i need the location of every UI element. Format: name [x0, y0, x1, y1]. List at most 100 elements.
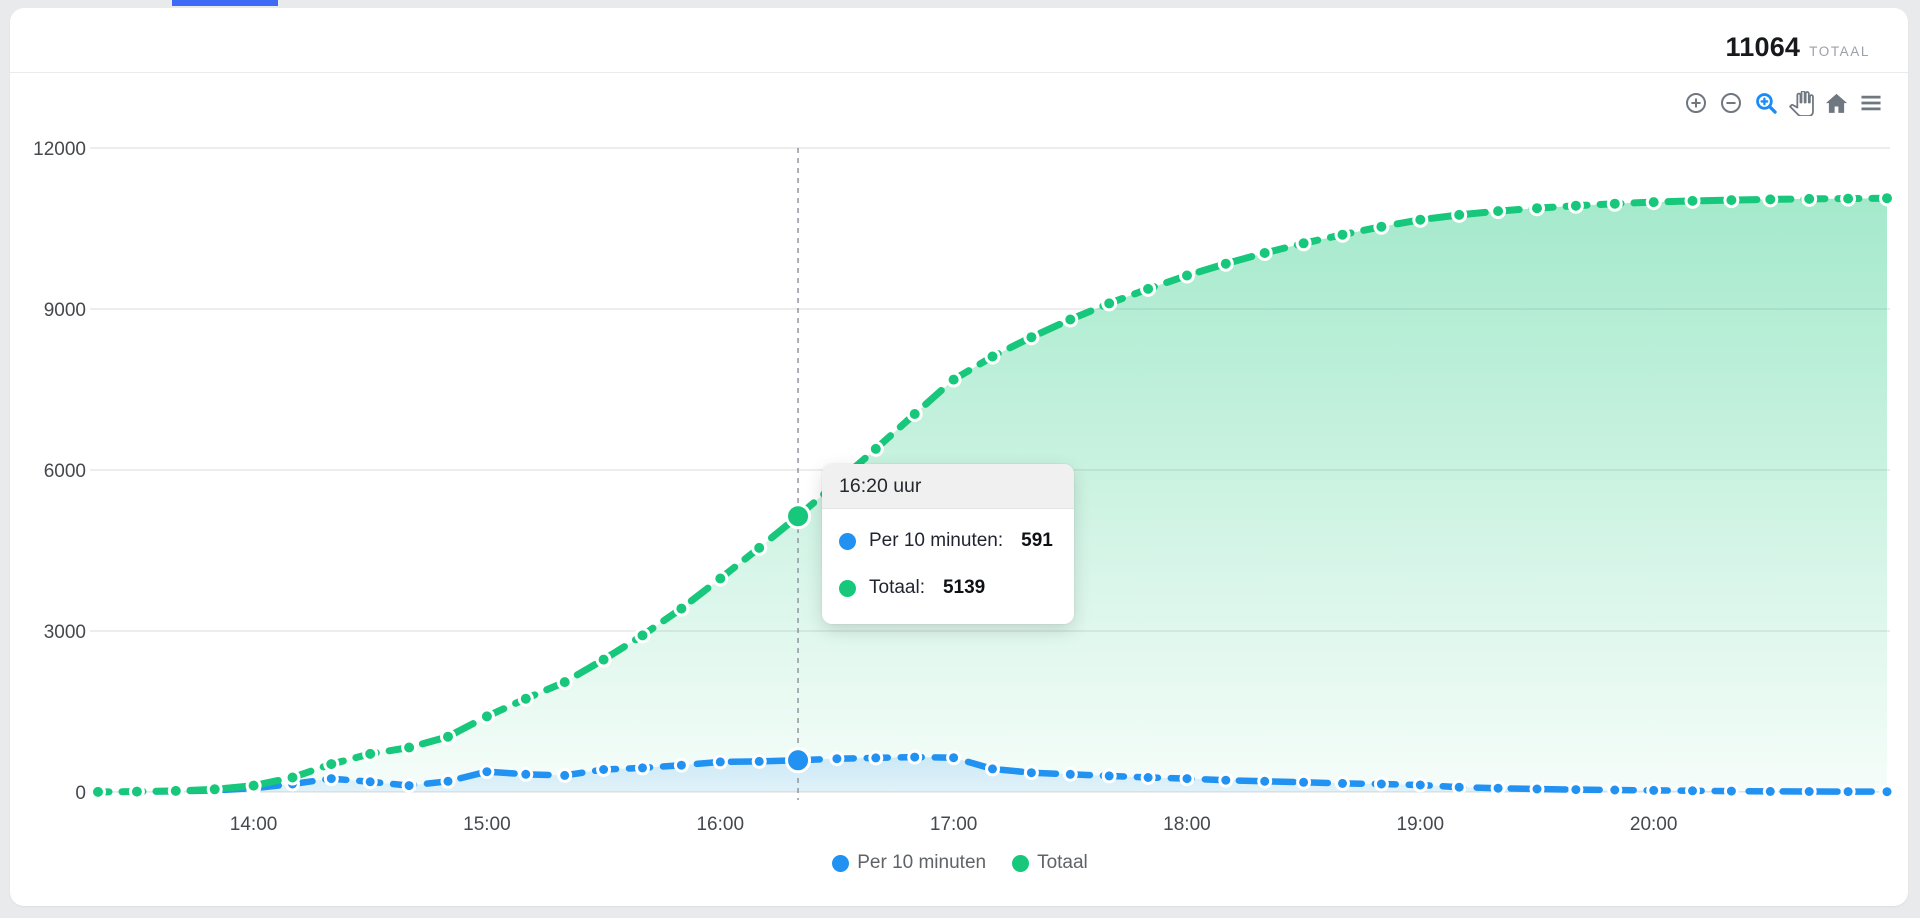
data-point[interactable]: [712, 754, 728, 770]
data-point[interactable]: [401, 778, 417, 794]
data-point[interactable]: [1840, 190, 1857, 207]
data-point[interactable]: [557, 767, 573, 783]
data-point[interactable]: [1762, 783, 1778, 799]
data-point[interactable]: [245, 777, 262, 794]
highlighted-per10-point[interactable]: [785, 747, 812, 774]
data-point[interactable]: [1101, 295, 1118, 312]
data-point[interactable]: [1256, 245, 1273, 261]
pan-button[interactable]: [1788, 90, 1814, 116]
data-point[interactable]: [1568, 782, 1584, 798]
data-point[interactable]: [1023, 765, 1039, 781]
data-point[interactable]: [1179, 267, 1195, 284]
data-point[interactable]: [634, 627, 651, 644]
data-point[interactable]: [1062, 766, 1078, 782]
legend-label: Totaal: [1037, 852, 1088, 873]
data-point[interactable]: [673, 600, 690, 617]
data-point[interactable]: [206, 781, 223, 798]
data-point[interactable]: [1334, 226, 1351, 243]
data-point[interactable]: [596, 762, 612, 777]
data-point[interactable]: [1723, 783, 1739, 799]
zoom-in-button[interactable]: [1683, 90, 1709, 116]
data-point[interactable]: [1490, 780, 1506, 796]
data-point[interactable]: [1335, 775, 1350, 791]
legend-item-totaal[interactable]: Totaal: [1012, 852, 1088, 874]
data-point[interactable]: [945, 371, 962, 388]
legend-item-per10[interactable]: Per 10 minuten: [832, 852, 986, 874]
data-point[interactable]: [1762, 191, 1779, 208]
data-point[interactable]: [829, 751, 845, 767]
reset-home-button[interactable]: [1823, 90, 1849, 116]
data-point[interactable]: [828, 474, 845, 491]
data-point[interactable]: [985, 761, 1000, 777]
data-point[interactable]: [1490, 203, 1507, 220]
x-axis-tick-label: 16:00: [696, 814, 744, 835]
data-point[interactable]: [362, 774, 378, 790]
data-point[interactable]: [1879, 190, 1895, 207]
data-point[interactable]: [1101, 768, 1117, 784]
data-point[interactable]: [556, 674, 573, 691]
data-point[interactable]: [1529, 781, 1545, 797]
data-point[interactable]: [1607, 782, 1623, 798]
data-point[interactable]: [751, 539, 768, 556]
data-point[interactable]: [712, 570, 729, 587]
data-point[interactable]: [1801, 190, 1818, 207]
data-point[interactable]: [906, 406, 923, 422]
data-point[interactable]: [1879, 784, 1895, 800]
data-point[interactable]: [479, 764, 495, 780]
data-point[interactable]: [1023, 329, 1040, 346]
data-point[interactable]: [1373, 218, 1390, 235]
data-point[interactable]: [90, 783, 106, 800]
data-point[interactable]: [673, 757, 689, 773]
data-point[interactable]: [401, 739, 418, 756]
data-point[interactable]: [1140, 280, 1157, 297]
data-point[interactable]: [362, 745, 379, 762]
data-point[interactable]: [1723, 192, 1740, 209]
data-point[interactable]: [1412, 211, 1429, 228]
data-point[interactable]: [323, 771, 339, 787]
data-point[interactable]: [1295, 235, 1312, 252]
data-point[interactable]: [1296, 774, 1312, 790]
data-point[interactable]: [1451, 206, 1468, 223]
data-point[interactable]: [1257, 773, 1273, 789]
data-point[interactable]: [1140, 770, 1156, 785]
data-point[interactable]: [1062, 311, 1079, 328]
data-point[interactable]: [1179, 771, 1195, 787]
zoom-out-button[interactable]: [1718, 90, 1744, 116]
data-point[interactable]: [1529, 200, 1545, 217]
data-point[interactable]: [907, 749, 923, 765]
data-point[interactable]: [946, 750, 962, 766]
data-point[interactable]: [440, 773, 456, 789]
data-point[interactable]: [1451, 779, 1467, 795]
data-point[interactable]: [635, 760, 650, 776]
box-zoom-button[interactable]: [1753, 90, 1779, 116]
data-point[interactable]: [323, 756, 340, 773]
data-point[interactable]: [1685, 783, 1700, 799]
data-point[interactable]: [868, 750, 884, 766]
data-point[interactable]: [440, 728, 456, 745]
total-label: TOTAAL: [1809, 44, 1870, 59]
data-point[interactable]: [1646, 782, 1662, 798]
data-point[interactable]: [1801, 784, 1817, 799]
data-point[interactable]: [1645, 194, 1662, 211]
data-point[interactable]: [1412, 777, 1428, 793]
data-point[interactable]: [751, 753, 767, 769]
data-point[interactable]: [1840, 784, 1856, 800]
data-point[interactable]: [518, 766, 534, 782]
data-point[interactable]: [1218, 772, 1234, 788]
data-point[interactable]: [867, 440, 884, 457]
menu-button[interactable]: [1858, 90, 1884, 116]
data-point[interactable]: [1373, 776, 1389, 792]
data-point[interactable]: [1684, 192, 1701, 209]
data-point[interactable]: [984, 348, 1001, 365]
data-point[interactable]: [517, 690, 534, 707]
data-point[interactable]: [128, 783, 145, 800]
highlighted-totaal-point[interactable]: [785, 503, 812, 530]
data-point[interactable]: [1606, 195, 1623, 212]
data-point[interactable]: [595, 651, 612, 668]
data-point[interactable]: [1567, 197, 1584, 214]
data-point[interactable]: [478, 708, 495, 725]
data-point[interactable]: [1217, 255, 1234, 272]
data-point[interactable]: [167, 782, 184, 799]
data-point[interactable]: [284, 769, 301, 786]
